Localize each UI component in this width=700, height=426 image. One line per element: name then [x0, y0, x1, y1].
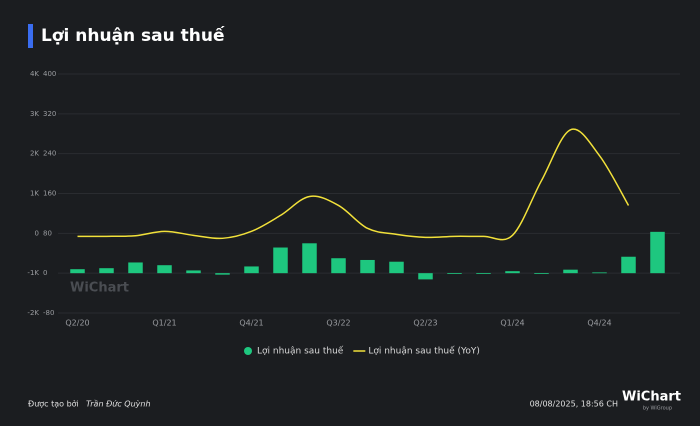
bar: [505, 271, 520, 274]
legend-swatch: [244, 347, 252, 355]
bar: [563, 269, 578, 274]
bar: [128, 262, 143, 274]
created-by: Được tạo bởi: [28, 399, 79, 410]
watermark: WiChart: [70, 281, 129, 296]
bar: [360, 259, 375, 274]
title-accent: [28, 24, 33, 48]
y-tick-label: 3K: [30, 110, 39, 118]
bar: [99, 268, 114, 274]
bar: [244, 266, 259, 274]
legend-label: Lợi nhuận sau thuế: [257, 346, 344, 357]
bar: [302, 243, 317, 274]
bar: [273, 247, 288, 274]
bar: [592, 272, 607, 274]
bar: [331, 258, 346, 274]
x-tick-label: Q4/24: [587, 319, 611, 328]
y-tick-label: -2K: [27, 309, 39, 317]
bar: [157, 265, 172, 274]
bar: [650, 231, 665, 274]
bar: [215, 273, 230, 275]
y2-tick-label: -80: [43, 309, 54, 317]
timestamp: 08/08/2025, 18:56 CH: [530, 400, 618, 409]
logo: WiChart: [622, 390, 681, 405]
bar: [476, 273, 491, 274]
x-tick-label: Q3/22: [326, 319, 350, 328]
y-tick-label: 1K: [30, 190, 39, 198]
logo-sub: by WiGroup: [643, 406, 672, 412]
y-tick-label: -1K: [27, 269, 39, 277]
y-tick-label: 2K: [30, 150, 39, 158]
y2-tick-label: 400: [43, 70, 56, 78]
y-tick-label: 4K: [30, 70, 39, 78]
x-tick-label: Q2/20: [65, 319, 89, 328]
bar: [534, 273, 549, 274]
y2-tick-label: 80: [43, 229, 52, 237]
bar: [447, 273, 462, 274]
line: [77, 128, 630, 241]
x-tick-label: Q2/23: [413, 319, 437, 328]
x-tick-label: Q4/21: [239, 319, 263, 328]
y-tick-label: 0: [35, 229, 39, 237]
bar: [186, 270, 201, 274]
bar: [418, 273, 433, 280]
y2-tick-label: 0: [43, 269, 47, 277]
y2-tick-label: 320: [43, 110, 56, 118]
chart-title: Lợi nhuận sau thuế: [41, 25, 225, 46]
bar: [389, 261, 404, 274]
bar: [621, 256, 636, 274]
y2-tick-label: 160: [43, 190, 56, 198]
y2-tick-label: 240: [43, 150, 56, 158]
x-tick-label: Q1/24: [500, 319, 524, 328]
author: Trần Đức Quỳnh: [86, 399, 151, 409]
bar: [70, 269, 85, 274]
x-tick-label: Q1/21: [152, 319, 176, 328]
legend-label: Lợi nhuận sau thuế (YoY): [368, 346, 480, 357]
